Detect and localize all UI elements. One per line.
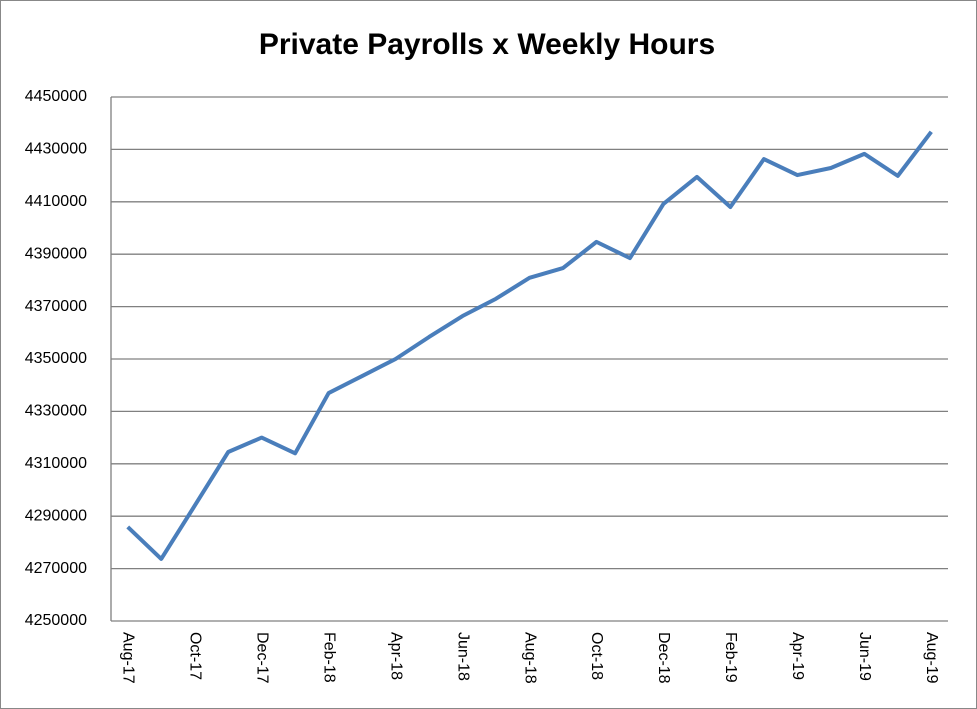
x-tick-label: Aug-18 bbox=[521, 632, 538, 684]
x-tick-label: Oct-17 bbox=[186, 632, 203, 680]
x-tick-label: Apr-19 bbox=[789, 632, 806, 680]
y-tick-label: 4410000 bbox=[25, 193, 87, 210]
x-tick-label: Dec-18 bbox=[655, 632, 672, 684]
x-tick-label: Apr-18 bbox=[387, 632, 404, 680]
x-tick-label: Oct-18 bbox=[588, 632, 605, 680]
y-tick-label: 4430000 bbox=[25, 141, 87, 158]
y-tick-label: 4370000 bbox=[25, 298, 87, 315]
y-tick-label: 4250000 bbox=[25, 612, 87, 629]
chart-title: Private Payrolls x Weekly Hours bbox=[259, 28, 715, 61]
y-tick-label: 4330000 bbox=[25, 403, 87, 420]
x-tick-label: Aug-17 bbox=[120, 632, 137, 684]
x-tick-label: Jun-19 bbox=[856, 632, 873, 681]
x-tick-label: Feb-19 bbox=[722, 632, 739, 683]
x-tick-label: Jun-18 bbox=[454, 632, 471, 681]
y-tick-label: 4450000 bbox=[25, 88, 87, 105]
y-tick-label: 4390000 bbox=[25, 245, 87, 262]
data-line bbox=[126, 130, 933, 561]
x-tick-label: Feb-18 bbox=[320, 632, 337, 683]
y-tick-label: 4290000 bbox=[25, 507, 87, 524]
y-tick-label: 4310000 bbox=[25, 455, 87, 472]
y-tick-label: 4270000 bbox=[25, 560, 87, 577]
x-tick-label: Dec-17 bbox=[253, 632, 270, 684]
x-tick-label: Aug-19 bbox=[923, 632, 940, 684]
y-tick-label: 4350000 bbox=[25, 350, 87, 367]
